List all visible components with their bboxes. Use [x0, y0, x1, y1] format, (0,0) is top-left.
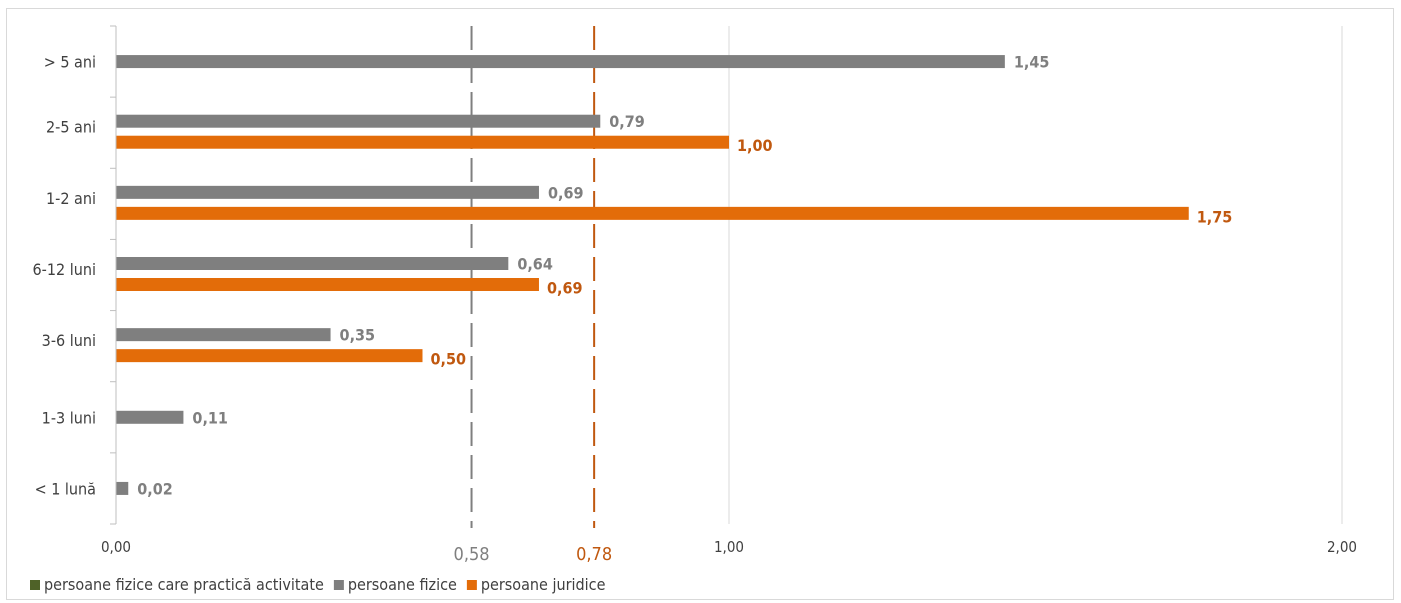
data-label-persoane-fizice: 0,02: [137, 479, 173, 498]
data-label-persoane-fizice: 0,79: [609, 112, 645, 131]
bar-persoane-fizice: [116, 410, 184, 424]
bar-persoane-fizice: [116, 481, 129, 495]
bar-persoane-juridice: [116, 206, 1189, 220]
data-label-persoane-fizice: 0,64: [517, 255, 553, 274]
data-label-persoane-fizice: 0,11: [192, 408, 228, 427]
chart-frame: [6, 8, 1394, 600]
legend: persoane fizice care practică activitate…: [30, 575, 606, 594]
x-tick-label: 1,00: [714, 538, 744, 556]
category-label: 2-5 ani: [46, 118, 96, 137]
bar-persoane-juridice: [116, 135, 729, 149]
bars: 0,02 0,11 0,35 0,50 0,64 0,69 0,69 1,75 0,79 1,00…: [116, 53, 1233, 498]
data-label-persoane-fizice: 0,69: [548, 183, 584, 202]
gridlines: [728, 26, 1343, 524]
category-label: 3-6 luni: [42, 331, 96, 350]
data-label-persoane-juridice: 0,69: [547, 279, 583, 298]
category-label: 1-2 ani: [46, 189, 96, 208]
legend-label: persoane juridice: [481, 575, 606, 594]
x-tick-label: 2,00: [1327, 538, 1357, 556]
x-tick-label: 0,00: [101, 538, 131, 556]
bar-persoane-fizice: [116, 328, 331, 342]
reference-lines: 0,58 0,78: [454, 26, 612, 565]
legend-swatch: [333, 580, 344, 590]
data-label-persoane-juridice: 1,75: [1197, 207, 1233, 226]
category-label: > 5 ani: [44, 53, 96, 72]
data-label-persoane-fizice: 0,35: [340, 326, 376, 345]
data-label-persoane-fizice: 1,45: [1014, 53, 1050, 72]
axes: 0,00 1,00 2,00 < 1 lună 1-3 luni 3-6 luni 6-12…: [33, 25, 1357, 556]
legend-label: persoane fizice care practică activitate: [44, 575, 324, 594]
legend-label: persoane fizice: [348, 575, 457, 594]
category-label: < 1 lună: [35, 479, 96, 498]
category-label: 6-12 luni: [33, 260, 96, 279]
reference-line-label: 0,78: [576, 544, 612, 565]
category-label: 1-3 luni: [42, 408, 96, 427]
bar-persoane-juridice: [116, 349, 423, 363]
legend-swatch: [466, 580, 477, 590]
bar-persoane-fizice: [116, 55, 1005, 69]
bar-persoane-fizice: [116, 257, 509, 270]
legend-swatch: [30, 580, 40, 590]
bar-persoane-fizice: [116, 185, 539, 199]
data-label-persoane-juridice: 1,00: [737, 136, 773, 155]
data-label-persoane-juridice: 0,50: [431, 350, 467, 369]
bar-persoane-juridice: [116, 278, 539, 291]
reference-line-label: 0,58: [454, 544, 490, 565]
bar-persoane-fizice: [116, 114, 601, 128]
